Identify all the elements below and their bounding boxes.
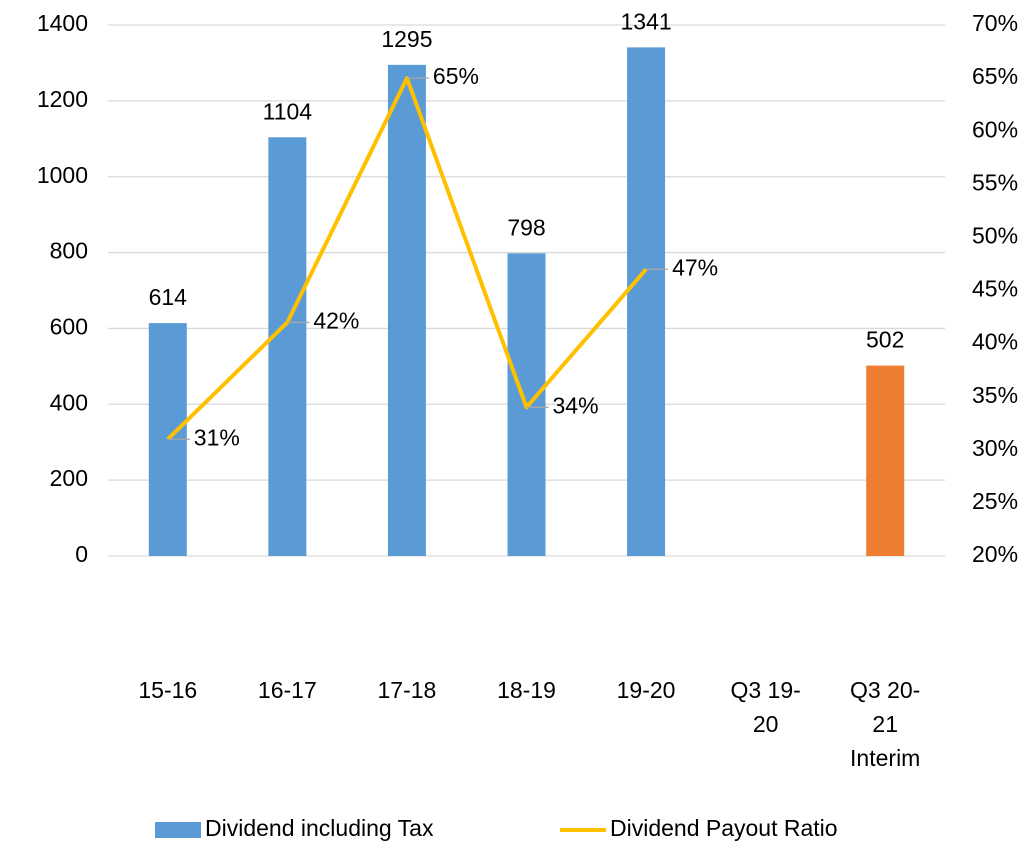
- y2-tick-label: 50%: [972, 222, 1018, 248]
- line-value-label: 34%: [553, 392, 599, 418]
- y2-tick-label: 55%: [972, 169, 1018, 195]
- x-tick-label: 18-19: [497, 677, 556, 703]
- y-tick-label: 1200: [37, 86, 88, 112]
- line-value-label: 42%: [313, 307, 359, 333]
- line-value-label: 31%: [194, 424, 240, 450]
- bar: [627, 47, 666, 556]
- y-tick-label: 0: [75, 541, 88, 567]
- bar-value-label: 1104: [263, 98, 313, 124]
- y2-tick-label: 65%: [972, 63, 1018, 89]
- y2-tick-label: 30%: [972, 435, 1018, 461]
- y-tick-label: 400: [50, 389, 88, 415]
- y-tick-label: 800: [50, 238, 88, 264]
- legend-label: Dividend Payout Ratio: [610, 815, 838, 841]
- bar: [387, 64, 426, 556]
- y-tick-label: 600: [50, 314, 88, 340]
- x-tick-label: 15-16: [138, 677, 198, 703]
- y-tick-label: 200: [50, 465, 88, 491]
- x-tick-label: 16-17: [257, 677, 317, 703]
- bar-value-label: 798: [507, 214, 545, 240]
- legend-label: Dividend including Tax: [205, 815, 434, 841]
- bar: [866, 365, 905, 556]
- x-tick-label: Q3 19-20: [730, 677, 801, 737]
- y2-tick-label: 25%: [972, 488, 1018, 514]
- x-tick-label: Q3 20-21 Interim: [850, 677, 921, 771]
- y2-tick-label: 70%: [972, 10, 1018, 36]
- bar-value-label: 1295: [381, 26, 432, 52]
- y2-tick-label: 60%: [972, 116, 1018, 142]
- legend-swatch: [155, 822, 201, 838]
- line-value-label: 47%: [672, 254, 718, 280]
- bar-value-label: 614: [149, 284, 188, 310]
- y2-tick-label: 20%: [972, 541, 1018, 567]
- x-tick-label: 19-20: [616, 677, 676, 703]
- y2-tick-label: 35%: [972, 382, 1018, 408]
- bar-value-label: 502: [866, 327, 904, 353]
- line-value-label: 65%: [433, 63, 479, 89]
- y2-tick-label: 40%: [972, 329, 1018, 355]
- bar-value-label: 1341: [620, 8, 671, 34]
- x-tick-label: 17-18: [377, 677, 437, 703]
- bar: [268, 137, 307, 557]
- y-tick-label: 1000: [37, 162, 88, 188]
- y-tick-label: 1400: [37, 10, 88, 36]
- y2-tick-label: 45%: [972, 276, 1018, 302]
